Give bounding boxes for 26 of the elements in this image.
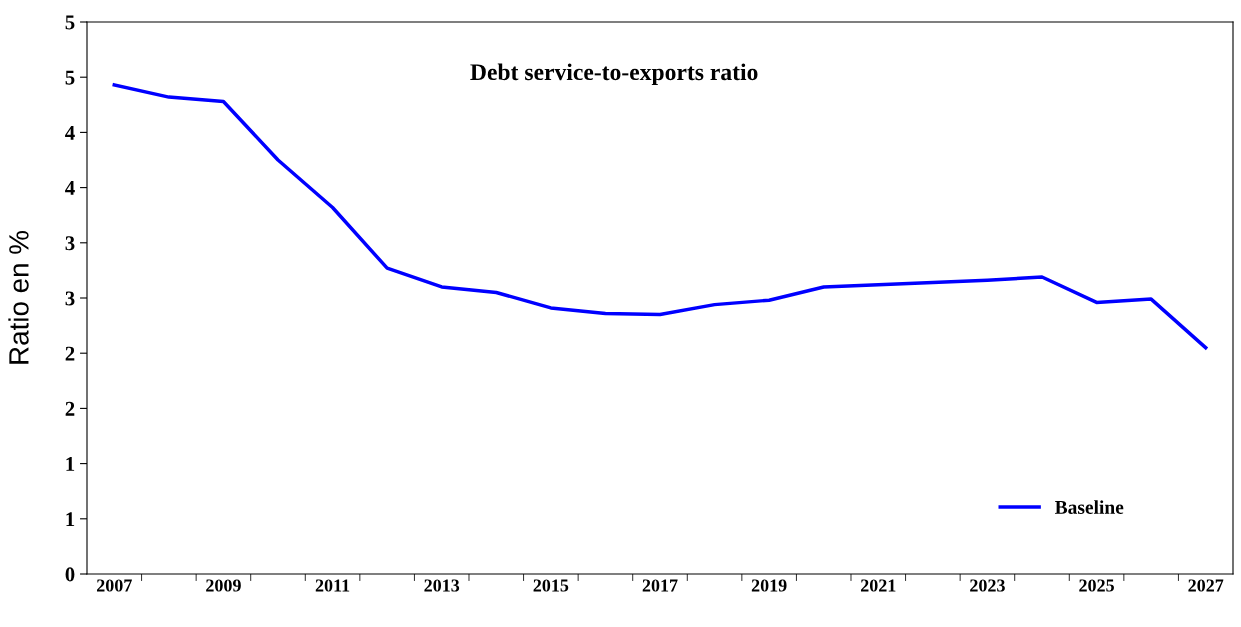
y-tick-label: 1 <box>66 512 75 527</box>
x-tick-label: 2017 <box>642 579 678 592</box>
y-tick-label: 1 <box>66 457 75 471</box>
y-tick-label: 5 <box>65 70 75 85</box>
y-tick-label: 3 <box>65 236 75 251</box>
x-tick-label: 2013 <box>424 579 460 592</box>
x-tick-label: 2023 <box>970 579 1005 592</box>
legend-label: Baseline <box>1055 500 1124 514</box>
x-tick-label: 2021 <box>860 579 896 592</box>
x-tick-label: 2025 <box>1079 579 1114 592</box>
y-tick-label: 4 <box>65 181 75 195</box>
y-tick-label: 5 <box>65 15 75 30</box>
x-tick-label: 2015 <box>533 579 569 592</box>
x-tick-label: 2011 <box>315 579 350 592</box>
y-tick-label: 2 <box>65 346 75 361</box>
x-tick-label: 2027 <box>1188 579 1224 592</box>
y-axis-title: Ratio en % <box>8 231 29 364</box>
line-series <box>112 83 1208 350</box>
text: Debt service-to-exports ratio <box>470 63 758 85</box>
y-tick-label: 4 <box>65 125 75 140</box>
y-tick-label: 3 <box>65 291 75 306</box>
y-tick-label: 2 <box>65 401 75 416</box>
x-tick-label: 2019 <box>751 579 787 592</box>
x-tick-label: 2007 <box>96 579 132 592</box>
y-tick-label: 0 <box>65 567 75 582</box>
x-tick-label: 2009 <box>206 579 241 592</box>
